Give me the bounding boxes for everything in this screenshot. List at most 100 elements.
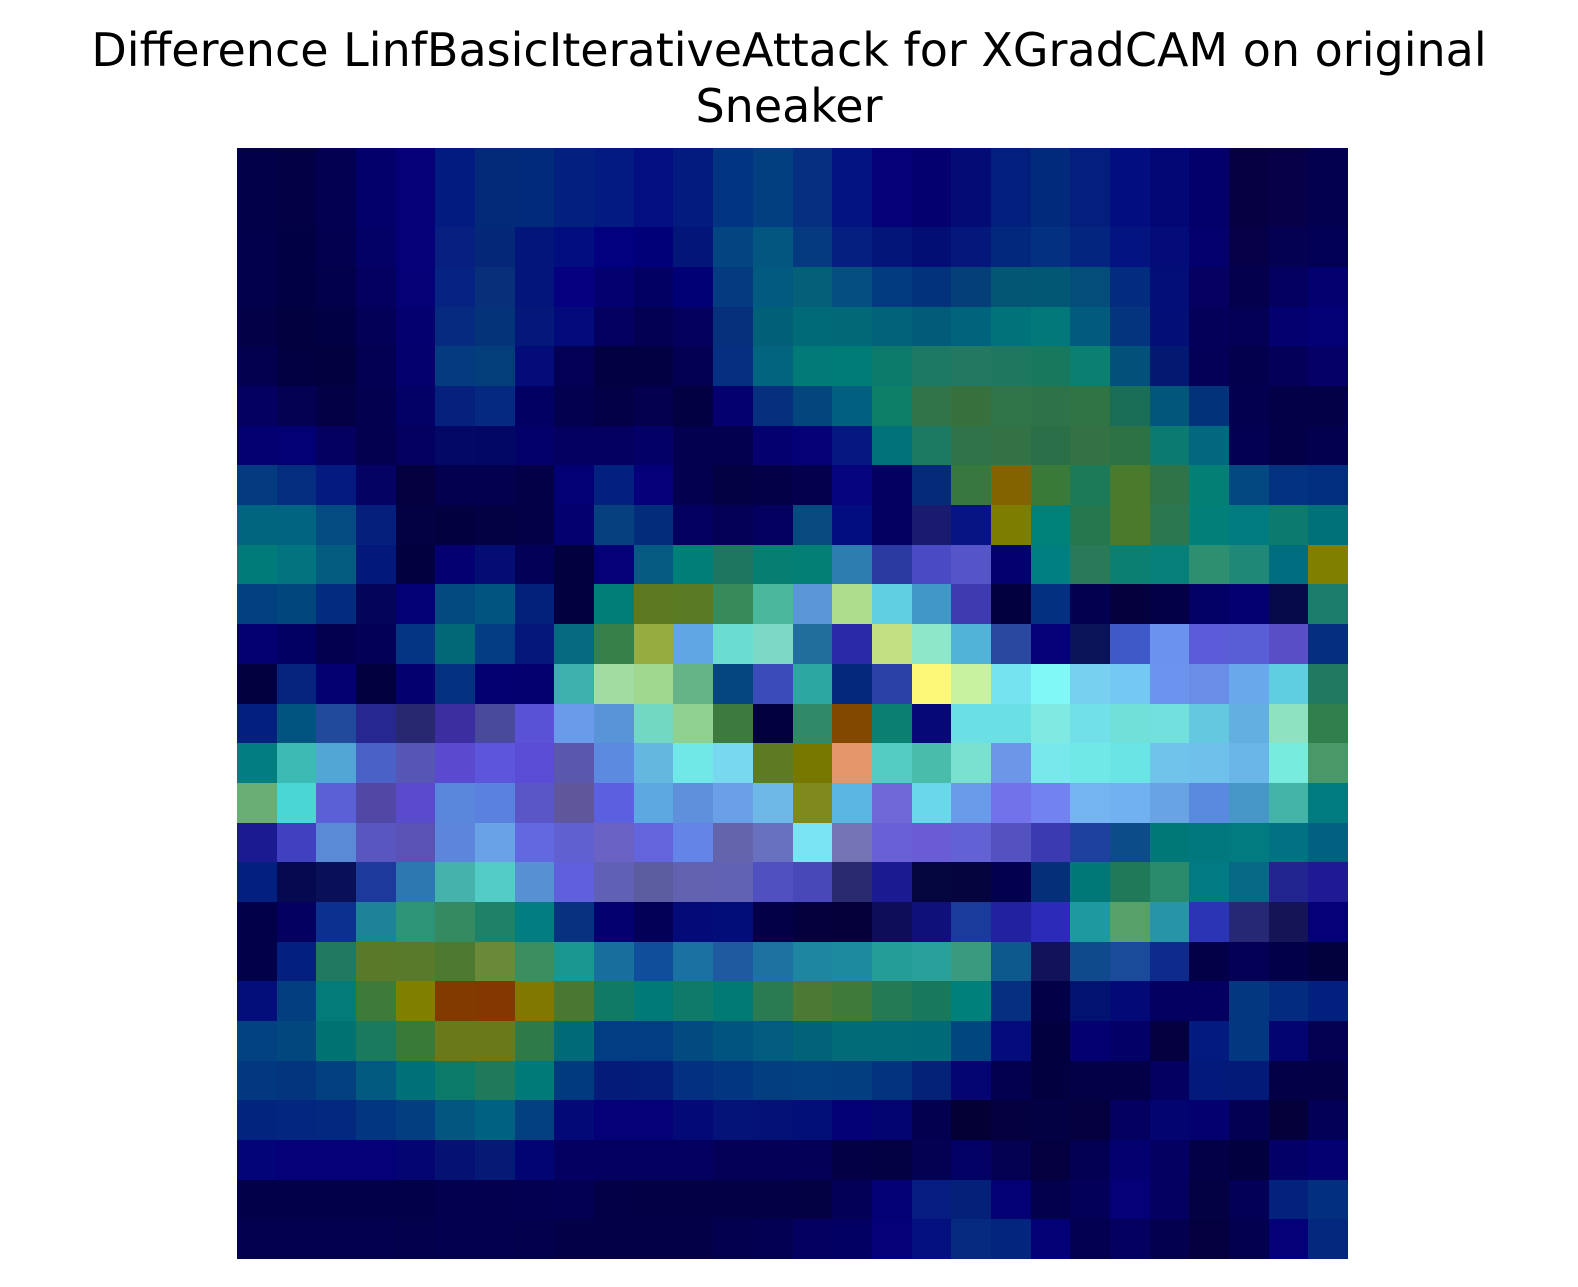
heatmap-cell-r7-c23 (1150, 426, 1189, 465)
heatmap-cell-r3-c2 (316, 267, 356, 307)
heatmap-cell-r16-c18 (951, 783, 991, 823)
heatmap-cell-r13-c13 (753, 664, 793, 704)
heatmap-cell-r17-c7 (515, 823, 554, 862)
heatmap-cell-r26-c16 (872, 1180, 912, 1219)
heatmap-cell-r11-c10 (634, 584, 673, 624)
heatmap-cell-r5-c18 (951, 346, 991, 386)
heatmap-cell-r14-c18 (951, 704, 991, 743)
heatmap-cell-r26-c20 (1031, 1180, 1070, 1219)
heatmap-cell-r23-c5 (435, 1061, 475, 1100)
heatmap-cell-r4-c14 (793, 307, 832, 346)
heatmap-cell-r9-c15 (832, 505, 872, 545)
heatmap-cell-r8-c23 (1150, 465, 1189, 505)
heatmap-cell-r18-c27 (1308, 862, 1348, 902)
heatmap-cell-r11-c9 (594, 584, 634, 624)
chart-title: Difference LinfBasicIterativeAttack for … (0, 22, 1578, 134)
heatmap-cell-r6-c19 (991, 386, 1031, 426)
heatmap-cell-r8-c4 (396, 465, 435, 505)
heatmap-cell-r16-c27 (1308, 783, 1348, 823)
heatmap-cell-r27-c6 (475, 1219, 515, 1259)
heatmap-cell-r4-c20 (1031, 307, 1070, 346)
heatmap-cell-r26-c15 (832, 1180, 872, 1219)
heatmap-cell-r11-c24 (1189, 584, 1229, 624)
heatmap-cell-r10-c17 (912, 545, 951, 584)
heatmap-cell-r24-c26 (1269, 1100, 1308, 1140)
heatmap-cell-r8-c9 (594, 465, 634, 505)
heatmap-cell-r5-c2 (316, 346, 356, 386)
heatmap-cell-r24-c6 (475, 1100, 515, 1140)
heatmap-cell-r13-c23 (1150, 664, 1189, 704)
heatmap-cell-r0-c2 (316, 148, 356, 188)
heatmap-cell-r23-c2 (316, 1061, 356, 1100)
heatmap-cell-r3-c26 (1269, 267, 1308, 307)
heatmap-cell-r17-c27 (1308, 823, 1348, 862)
heatmap-cell-r11-c3 (356, 584, 396, 624)
heatmap-cell-r12-c5 (435, 624, 475, 664)
heatmap-cell-r13-c6 (475, 664, 515, 704)
heatmap-cell-r16-c12 (713, 783, 753, 823)
heatmap-cell-r12-c14 (793, 624, 832, 664)
heatmap-cell-r1-c24 (1189, 188, 1229, 227)
heatmap-cell-r15-c14 (793, 743, 832, 783)
heatmap-cell-r15-c12 (713, 743, 753, 783)
heatmap-cell-r24-c2 (316, 1100, 356, 1140)
heatmap-cell-r22-c5 (435, 1021, 475, 1061)
heatmap-cell-r5-c7 (515, 346, 554, 386)
heatmap-cell-r2-c15 (832, 227, 872, 267)
heatmap-cell-r20-c23 (1150, 942, 1189, 981)
heatmap-cell-r14-c14 (793, 704, 832, 743)
heatmap-cell-r4-c15 (832, 307, 872, 346)
heatmap-cell-r13-c21 (1070, 664, 1110, 704)
heatmap-cell-r16-c15 (832, 783, 872, 823)
heatmap-cell-r16-c23 (1150, 783, 1189, 823)
heatmap-cell-r20-c5 (435, 942, 475, 981)
heatmap-cell-r18-c5 (435, 862, 475, 902)
heatmap-cell-r2-c21 (1070, 227, 1110, 267)
heatmap-cell-r2-c12 (713, 227, 753, 267)
heatmap-cell-r17-c9 (594, 823, 634, 862)
heatmap-cell-r19-c23 (1150, 902, 1189, 942)
heatmap-cell-r20-c18 (951, 942, 991, 981)
heatmap-cell-r14-c20 (1031, 704, 1070, 743)
heatmap-cell-r23-c1 (277, 1061, 316, 1100)
heatmap-cell-r10-c13 (753, 545, 793, 584)
heatmap-cell-r10-c6 (475, 545, 515, 584)
heatmap-cell-r17-c21 (1070, 823, 1110, 862)
heatmap-cell-r20-c10 (634, 942, 673, 981)
heatmap-cell-r6-c3 (356, 386, 396, 426)
heatmap-cell-r3-c16 (872, 267, 912, 307)
heatmap-cell-r23-c4 (396, 1061, 435, 1100)
heatmap-cell-r19-c5 (435, 902, 475, 942)
heatmap-cell-r2-c14 (793, 227, 832, 267)
heatmap-cell-r13-c19 (991, 664, 1031, 704)
heatmap-svg (237, 148, 1348, 1259)
heatmap-cell-r4-c6 (475, 307, 515, 346)
heatmap-cell-r0-c4 (396, 148, 435, 188)
heatmap-cell-r2-c18 (951, 227, 991, 267)
heatmap-cell-r3-c3 (356, 267, 396, 307)
heatmap-cell-r20-c7 (515, 942, 554, 981)
heatmap-cell-r22-c13 (753, 1021, 793, 1061)
heatmap-cell-r9-c8 (554, 505, 594, 545)
heatmap-cell-r24-c16 (872, 1100, 912, 1140)
heatmap-cell-r27-c7 (515, 1219, 554, 1259)
heatmap-cell-r13-c5 (435, 664, 475, 704)
heatmap-cell-r8-c1 (277, 465, 316, 505)
heatmap-cell-r27-c5 (435, 1219, 475, 1259)
heatmap-cell-r21-c2 (316, 981, 356, 1021)
heatmap-cell-r16-c24 (1189, 783, 1229, 823)
heatmap-cell-r20-c6 (475, 942, 515, 981)
heatmap-cell-r1-c17 (912, 188, 951, 227)
heatmap-cell-r2-c10 (634, 227, 673, 267)
heatmap-cell-r16-c9 (594, 783, 634, 823)
heatmap-cell-r4-c10 (634, 307, 673, 346)
heatmap-cell-r23-c27 (1308, 1061, 1348, 1100)
heatmap-cell-r21-c11 (673, 981, 713, 1021)
heatmap-cell-r18-c8 (554, 862, 594, 902)
heatmap-cell-r26-c9 (594, 1180, 634, 1219)
heatmap-cell-r9-c26 (1269, 505, 1308, 545)
heatmap-cell-r0-c1 (277, 148, 316, 188)
heatmap-cell-r4-c27 (1308, 307, 1348, 346)
heatmap-cell-r12-c9 (594, 624, 634, 664)
heatmap-cell-r19-c14 (793, 902, 832, 942)
